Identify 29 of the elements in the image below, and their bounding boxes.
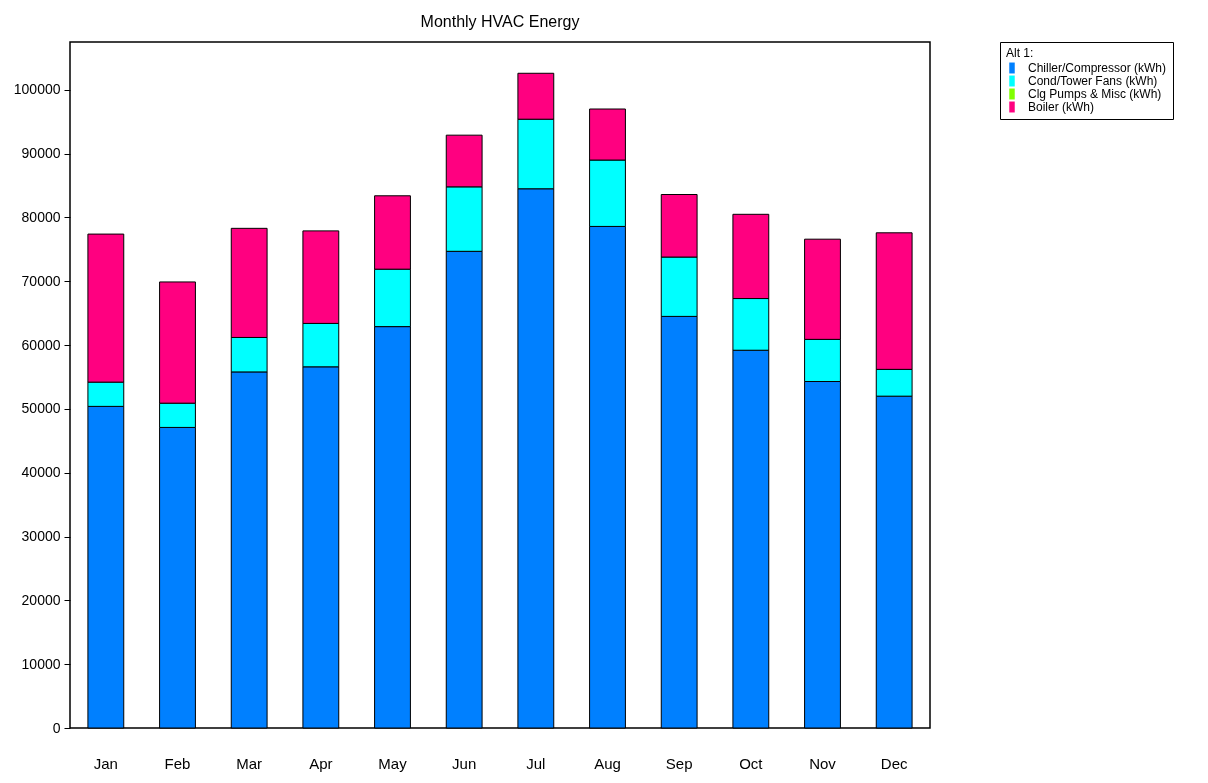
y-tick-label: 60000 (21, 336, 61, 353)
x-tick-label: Oct (739, 754, 764, 772)
x-tick-label: Nov (809, 754, 837, 772)
legend-title: Alt 1: (1006, 46, 1034, 60)
legend-label: Boiler (kWh) (1028, 100, 1095, 114)
x-tick-label: Jul (526, 754, 546, 772)
x-tick-label: Feb (164, 754, 191, 772)
x-tick-label: Sep (665, 754, 693, 772)
x-tick-label: Dec (880, 754, 908, 772)
x-tick-label: Jan (93, 754, 118, 772)
y-tick-label: 50000 (21, 400, 61, 417)
legend-label: Cond/Tower Fans (kWh) (1028, 74, 1158, 88)
y-tick-label: 0 (52, 719, 61, 736)
legend-label: Chiller/Compressor (kWh) (1028, 61, 1167, 75)
y-tick-label: 10000 (21, 655, 61, 672)
x-tick-label: Aug (594, 754, 621, 772)
x-tick-label: Mar (236, 754, 263, 772)
y-tick-label: 40000 (21, 464, 61, 481)
y-tick-label: 20000 (21, 591, 61, 608)
y-tick-label: 30000 (21, 528, 61, 545)
legend-label: Clg Pumps & Misc (kWh) (1028, 87, 1162, 101)
y-tick-label: 90000 (21, 145, 61, 162)
x-tick-label: May (378, 754, 408, 772)
chart-title: Monthly HVAC Energy (420, 12, 580, 30)
y-tick-label: 100000 (13, 81, 61, 98)
x-tick-label: Apr (309, 754, 333, 772)
y-tick-label: 70000 (21, 272, 61, 289)
x-tick-label: Jun (452, 754, 477, 772)
y-tick-label: 80000 (21, 208, 61, 225)
